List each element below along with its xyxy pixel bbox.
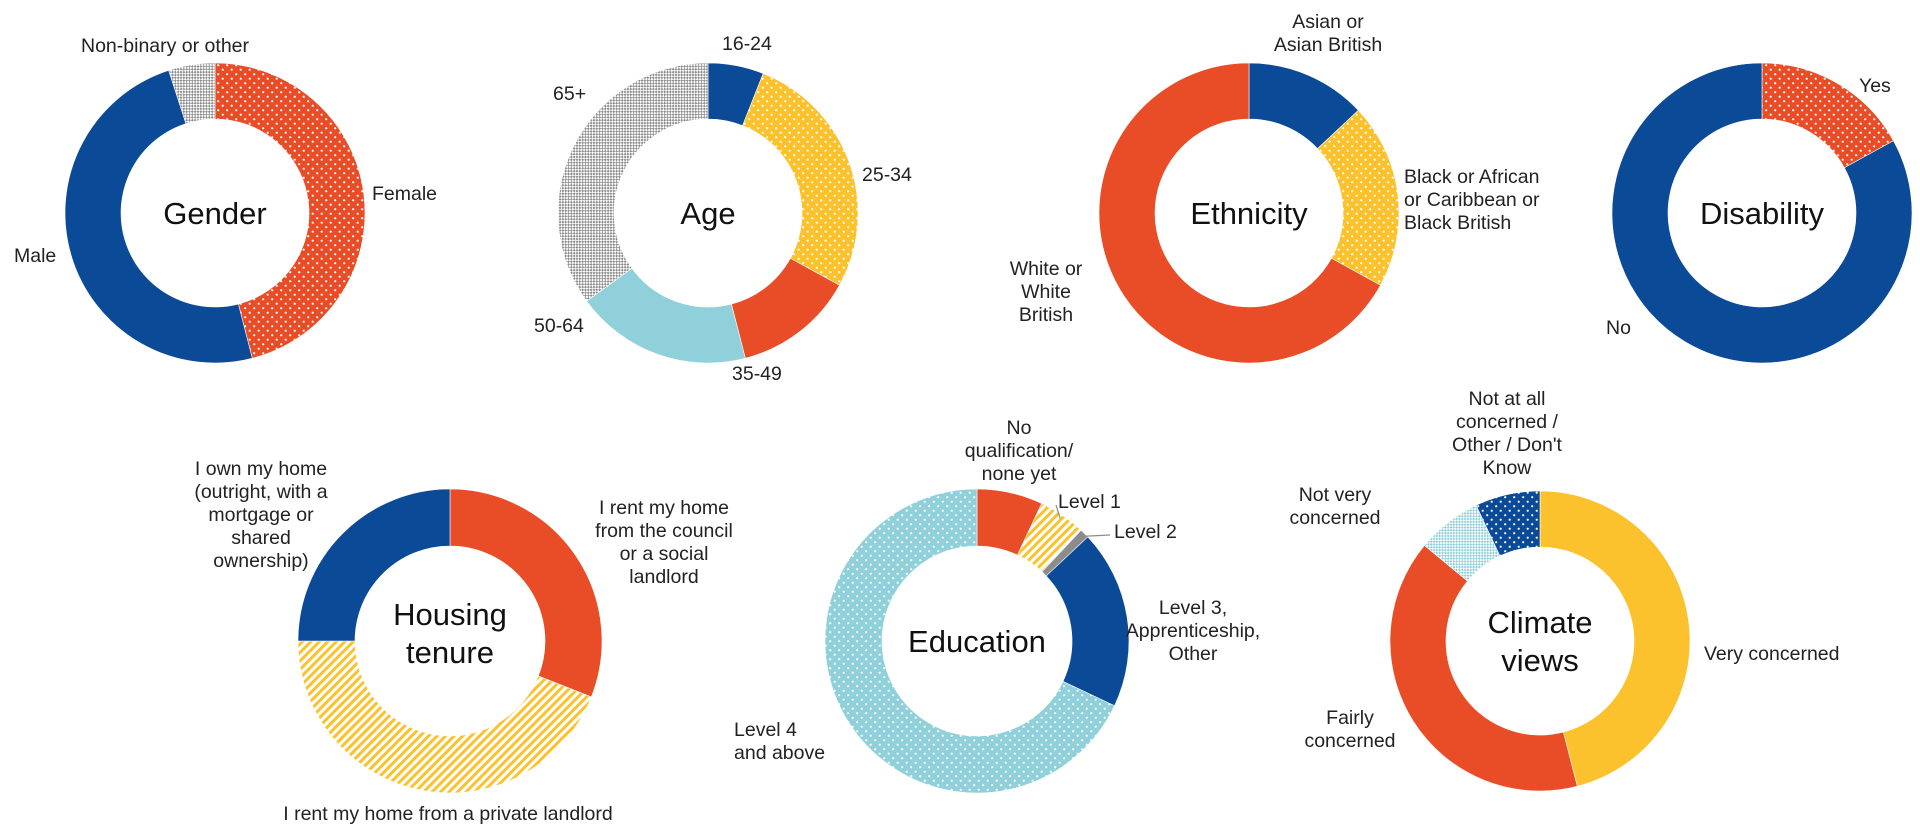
slice-housing-tenure-i-rent-my-home-from-the-council-or-a-social-landlord: [449, 488, 603, 698]
slice-label-climate-views-very-concerned: Very concerned: [1704, 643, 1840, 665]
donut-chart-gender: Female Male Non-binary or other Gender: [14, 35, 437, 364]
slice-label-age-25-34: 25-34: [862, 164, 912, 186]
chart-title-education: Education: [908, 624, 1046, 659]
slice-label-education-level-2: Level 2: [1114, 521, 1177, 543]
donut-chart-climate-views: Very concerned Fairly concerned Not very con…: [1289, 388, 1840, 792]
slice-climate-views-fairly-concerned: [1389, 544, 1578, 792]
slice-label-disability-no: No: [1606, 317, 1631, 339]
donut-chart-ethnicity: Asian or Asian British Black or African or …: [1010, 11, 1540, 364]
chart-title-gender: Gender: [163, 196, 266, 231]
slice-label-climate-views-not-at-all-concerned-other-don-t-know: Not at all concerned / Other / Don't Know: [1452, 388, 1563, 479]
slice-label-ethnicity-white-or-white-british: White or White British: [1010, 258, 1083, 326]
slice-disability-no: [1611, 62, 1913, 364]
slice-label-education-level-4-and-above: Level 4 and above: [734, 719, 825, 764]
slice-label-ethnicity-black-or-african-or-caribbean-or-black-british: Black or African or Caribbean or Black Bri…: [1404, 166, 1540, 234]
slice-label-education-level-1: Level 1: [1058, 491, 1121, 513]
chart-title-climate-views: Climate views: [1487, 605, 1592, 678]
slice-label-climate-views-fairly-concerned: Fairly concerned: [1304, 707, 1395, 752]
slice-label-disability-yes: Yes: [1859, 75, 1891, 97]
slice-climate-views-not-at-all-concerned-other-don-t-know: [1475, 490, 1541, 557]
slice-label-gender-non-binary-or-other: Non-binary or other: [81, 35, 250, 57]
slice-housing-tenure-i-own-my-home-outright-with-a-mortgage-or-shared-ownership: [297, 488, 451, 642]
slice-gender-female: [214, 62, 366, 359]
slice-gender-male: [64, 69, 253, 364]
slice-label-housing-tenure-i-rent-my-home-from-a-private-landlord: I rent my home from a private landlord: [283, 803, 612, 825]
slice-label-age-35-49: 35-49: [732, 363, 782, 385]
slice-label-education-no-qualification-none-yet: No qualification/none yet: [965, 417, 1074, 485]
chart-title-disability: Disability: [1700, 196, 1825, 231]
donut-chart-age: 16-24 25-34 35-49 50-64 65+ Age: [534, 33, 912, 385]
leader-line-level-2: [1081, 534, 1111, 537]
slice-age-65: [557, 62, 709, 302]
donut-chart-education: No qualification/none yet Level 1 Level 2 Le…: [734, 417, 1260, 794]
chart-title-age: Age: [680, 196, 735, 231]
slice-label-housing-tenure-i-rent-my-home-from-the-council-or-a-social-landlord: I rent my home from the council or a socia…: [595, 497, 733, 588]
slice-gender-non-binary-or-other: [168, 62, 216, 124]
leader-line-level-1: [1055, 504, 1061, 519]
slice-education-level-4-and-above: [824, 488, 1115, 794]
chart-title-ethnicity: Ethnicity: [1190, 196, 1308, 231]
donut-chart-disability: Yes No Disability: [1606, 62, 1913, 364]
slice-label-climate-views-not-very-concerned: Not very concerned: [1289, 484, 1380, 529]
slice-label-age-16-24: 16-24: [722, 33, 772, 55]
chart-title-housing-tenure: Housing tenure: [393, 597, 507, 670]
donut-chart-housing-tenure: I rent my home from the council or a socia…: [194, 458, 732, 825]
slice-label-age-65: 65+: [553, 83, 586, 105]
slice-age-25-34: [742, 73, 859, 286]
slice-label-education-level-3-apprenticeship-other: Level 3, Apprenticeship, Other: [1126, 597, 1260, 665]
slice-ethnicity-white-or-white-british: [1098, 62, 1381, 364]
slice-label-ethnicity-asian-or-asian-british: Asian or Asian British: [1274, 11, 1382, 56]
slice-label-age-50-64: 50-64: [534, 315, 584, 337]
slice-climate-views-very-concerned: [1539, 490, 1691, 787]
slice-housing-tenure-i-rent-my-home-from-a-private-landlord: [297, 640, 592, 794]
slice-label-housing-tenure-i-own-my-home-outright-with-a-mortgage-or-shared-ownership: I own my home (outright, with a mortgage o…: [194, 458, 327, 572]
slice-label-gender-female: Female: [372, 183, 437, 205]
slice-label-gender-male: Male: [14, 245, 56, 267]
